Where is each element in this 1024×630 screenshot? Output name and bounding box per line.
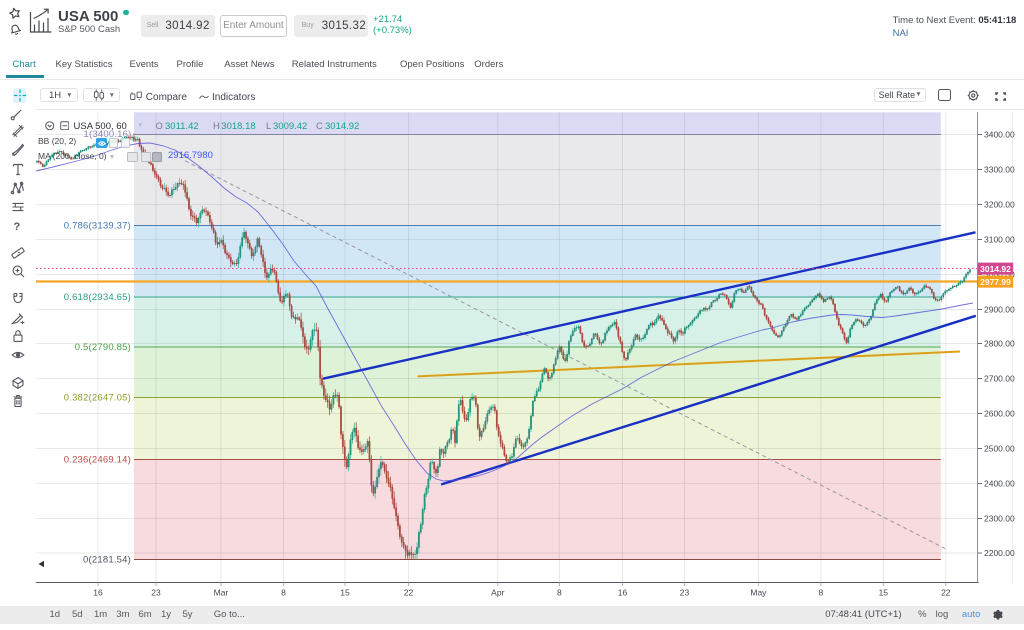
svg-text:15: 15: [340, 588, 350, 598]
svg-text:Apr: Apr: [491, 588, 504, 598]
svg-text:0.382(2647.05): 0.382(2647.05): [64, 393, 131, 404]
svg-text:2900.00: 2900.00: [984, 305, 1015, 315]
svg-text:1(3400.16): 1(3400.16): [84, 129, 132, 140]
svg-text:3014.92: 3014.92: [980, 264, 1011, 274]
svg-text:Mar: Mar: [214, 588, 229, 598]
svg-text:16: 16: [93, 588, 103, 598]
svg-text:0.618(2934.65): 0.618(2934.65): [64, 292, 131, 303]
svg-text:8: 8: [281, 588, 286, 598]
svg-text:3400.00: 3400.00: [984, 130, 1015, 140]
svg-text:16: 16: [618, 588, 628, 598]
svg-text:2600.00: 2600.00: [984, 409, 1015, 419]
svg-text:May: May: [750, 588, 767, 598]
svg-text:3300.00: 3300.00: [984, 165, 1015, 175]
svg-text:0.5(2790.85): 0.5(2790.85): [75, 342, 131, 353]
svg-text:3100.00: 3100.00: [984, 235, 1015, 245]
svg-text:22: 22: [404, 588, 414, 598]
svg-text:2700.00: 2700.00: [984, 374, 1015, 384]
svg-text:15: 15: [879, 588, 889, 598]
svg-text:22: 22: [941, 588, 951, 598]
svg-text:2977.99: 2977.99: [980, 277, 1011, 287]
svg-text:0.236(2469.14): 0.236(2469.14): [64, 455, 131, 466]
svg-text:8: 8: [819, 588, 824, 598]
svg-text:0(2181.54): 0(2181.54): [83, 555, 131, 566]
svg-text:2800.00: 2800.00: [984, 339, 1015, 349]
svg-text:?: ?: [14, 221, 21, 233]
svg-text:2400.00: 2400.00: [984, 479, 1015, 489]
svg-text:0.786(3139.37): 0.786(3139.37): [64, 221, 131, 232]
svg-text:3200.00: 3200.00: [984, 200, 1015, 210]
svg-text:23: 23: [680, 588, 690, 598]
svg-text:2300.00: 2300.00: [984, 514, 1015, 524]
svg-text:2500.00: 2500.00: [984, 444, 1015, 454]
svg-text:23: 23: [151, 588, 161, 598]
svg-text:8: 8: [557, 588, 562, 598]
svg-text:2200.00: 2200.00: [984, 548, 1015, 558]
